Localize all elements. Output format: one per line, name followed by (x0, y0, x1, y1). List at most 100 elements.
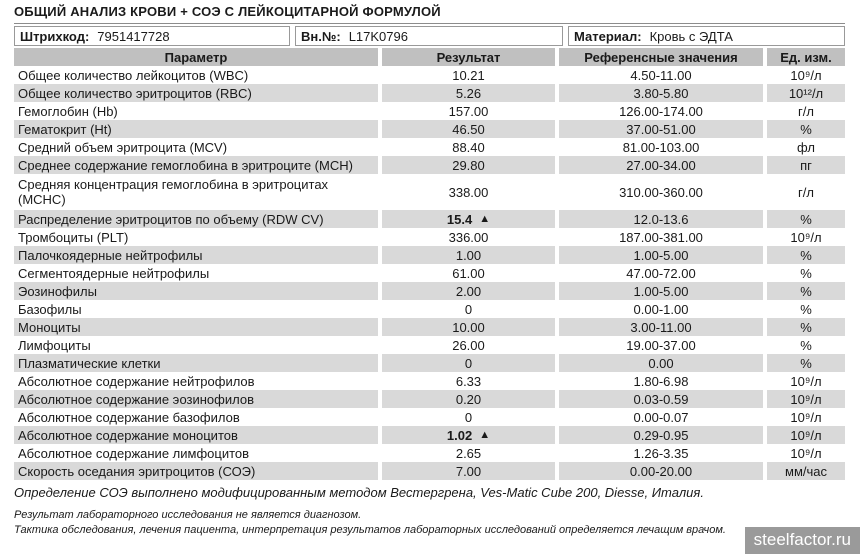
parameter-name: Общее количество эритроцитов (RBC) (14, 84, 378, 102)
result-value: 29.80 (382, 156, 555, 174)
table-row: Лимфоциты 26.00 19.00-37.00 % (14, 336, 845, 354)
barcode-label: Штрихкод: (20, 28, 90, 44)
unit-label: % (767, 354, 845, 372)
result-value: 26.00 (452, 337, 485, 353)
unit-label: 10⁹/л (790, 445, 822, 461)
parameter-name: Абсолютное содержание моноцитов (14, 426, 378, 444)
result-value: 10.21 (452, 67, 485, 83)
reference-range: 0.00 (559, 354, 763, 372)
reference-range: 81.00-103.00 (622, 139, 700, 155)
unit-label: 10⁹/л (767, 390, 845, 408)
reference-range: 126.00-174.00 (619, 103, 703, 119)
unit-label: % (800, 301, 812, 317)
parameter-name: Моноциты (14, 318, 378, 336)
reference-range: 187.00-381.00 (619, 229, 703, 245)
unit-label: г/л (798, 184, 814, 200)
barcode-value: 7951417728 (97, 28, 170, 44)
table-row: Эозинофилы 2.00 1.00-5.00 % (14, 282, 845, 300)
result-value: 0 (464, 301, 473, 317)
table-row: Среднее содержание гемоглобина в эритроц… (14, 156, 845, 174)
table-body: Общее количество лейкоцитов (WBC) 10.21 … (14, 66, 845, 480)
result-value: 88.40 (452, 139, 485, 155)
reference-range: 47.00-72.00 (626, 265, 696, 281)
unit-label: фл (797, 139, 815, 155)
table-row: Скорость оседания эритроцитов (СОЭ) 7.00… (14, 462, 845, 480)
parameter-name: Эозинофилы (14, 282, 378, 300)
parameter-name: Абсолютное содержание нейтрофилов (18, 373, 255, 389)
result-value: 0.20 (382, 390, 555, 408)
disclaimer-line-2: Тактика обследования, лечения пациента, … (14, 524, 726, 536)
reference-range: 1.00-5.00 (559, 246, 763, 264)
reference-range: 27.00-34.00 (559, 156, 763, 174)
parameter-name: Общее количество лейкоцитов (WBC) (18, 67, 249, 83)
reference-range: 1.26-3.35 (633, 445, 689, 461)
table-row: Распределение эритроцитов по объему (RDW… (14, 210, 845, 228)
unit-label: % (767, 210, 845, 228)
result-value: 6.33 (455, 373, 482, 389)
parameter-name: Сегментоядерные нейтрофилы (18, 265, 210, 281)
table-header-row: Параметр Результат Референсные значения … (14, 48, 845, 66)
reference-range: 0.29-0.95 (559, 426, 763, 444)
result-value: 0 (382, 354, 555, 372)
reference-range: 4.50-11.00 (630, 67, 692, 83)
page-title: ОБЩИЙ АНАЛИЗ КРОВИ + СОЭ С ЛЕЙКОЦИТАРНОЙ… (14, 4, 441, 19)
method-note: Определение СОЭ выполнено модифицированн… (14, 485, 704, 500)
result-value: 5.26 (382, 84, 555, 102)
table-row: Гемоглобин (Hb) 157.00 126.00-174.00 г/л (14, 102, 845, 120)
footer-notes: Определение СОЭ выполнено модифицированн… (14, 485, 845, 538)
parameter-name: Абсолютное содержание лимфоцитов (18, 445, 250, 461)
result-value: 1.00 (382, 246, 555, 264)
result-value: 2.00 (382, 282, 555, 300)
unit-label: 10¹²/л (767, 84, 845, 102)
unit-label: 10⁹/л (790, 67, 822, 83)
reference-range: 37.00-51.00 (559, 120, 763, 138)
unit-label: 10⁹/л (790, 229, 822, 245)
result-value: 2.65 (455, 445, 482, 461)
unit-label: 10⁹/л (790, 373, 822, 389)
high-flag-icon: ▲ (479, 428, 491, 441)
table-row: Тромбоциты (PLT) 336.00 187.00-381.00 10… (14, 228, 845, 246)
specimen-info-row: Штрихкод: 7951417728 Вн.№: L17K0796 Мате… (14, 26, 845, 46)
parameter-name: Гематокрит (Ht) (14, 120, 378, 138)
result-value: 1.02 ▲ (382, 426, 555, 444)
reference-range: 0.00-1.00 (633, 301, 689, 317)
unit-label: г/л (798, 103, 814, 119)
unit-label: пг (767, 156, 845, 174)
table-row: Плазматические клетки 0 0.00 % (14, 354, 845, 372)
results-table: Параметр Результат Референсные значения … (14, 48, 845, 480)
disclaimer-line-1: Результат лабораторного исследования не … (14, 509, 362, 521)
unit-label: % (767, 282, 845, 300)
unit-label: % (767, 246, 845, 264)
reference-range: 0.03-0.59 (559, 390, 763, 408)
parameter-name: Средний объем эритроцита (MCV) (18, 139, 228, 155)
table-row: Абсолютное содержание базофилов 0 0.00-0… (14, 408, 845, 426)
parameter-name: Плазматические клетки (14, 354, 378, 372)
table-row: Моноциты 10.00 3.00-11.00 % (14, 318, 845, 336)
reference-range: 0.00-20.00 (559, 462, 763, 480)
unit-label: % (767, 318, 845, 336)
result-value: 157.00 (448, 103, 489, 119)
column-header-reference: Референсные значения (559, 48, 763, 66)
parameter-name: Среднее содержание гемоглобина в эритроц… (14, 156, 378, 174)
result-value: 46.50 (382, 120, 555, 138)
table-row: Абсолютное содержание нейтрофилов 6.33 1… (14, 372, 845, 390)
column-header-result: Результат (382, 48, 555, 66)
table-row: Общее количество лейкоцитов (WBC) 10.21 … (14, 66, 845, 84)
material-label: Материал: (574, 28, 642, 44)
parameter-name: Распределение эритроцитов по объему (RDW… (14, 210, 378, 228)
lab-report-page: ОБЩИЙ АНАЛИЗ КРОВИ + СОЭ С ЛЕЙКОЦИТАРНОЙ… (14, 4, 845, 538)
barcode-cell: Штрихкод: 7951417728 (14, 26, 290, 46)
reference-range: 1.80-6.98 (633, 373, 689, 389)
parameter-name: Лимфоциты (18, 337, 91, 353)
table-row: Средняя концентрация гемоглобина в эритр… (14, 174, 845, 210)
unit-label: % (800, 265, 812, 281)
parameter-name: Абсолютное содержание эозинофилов (14, 390, 378, 408)
unit-label: % (800, 337, 812, 353)
result-value: 61.00 (452, 265, 485, 281)
column-header-parameter: Параметр (14, 48, 378, 66)
reference-range: 1.00-5.00 (559, 282, 763, 300)
reference-range: 19.00-37.00 (626, 337, 696, 353)
parameter-name: Гемоглобин (Hb) (18, 103, 118, 119)
result-value: 10.00 (382, 318, 555, 336)
table-row: Гематокрит (Ht) 46.50 37.00-51.00 % (14, 120, 845, 138)
